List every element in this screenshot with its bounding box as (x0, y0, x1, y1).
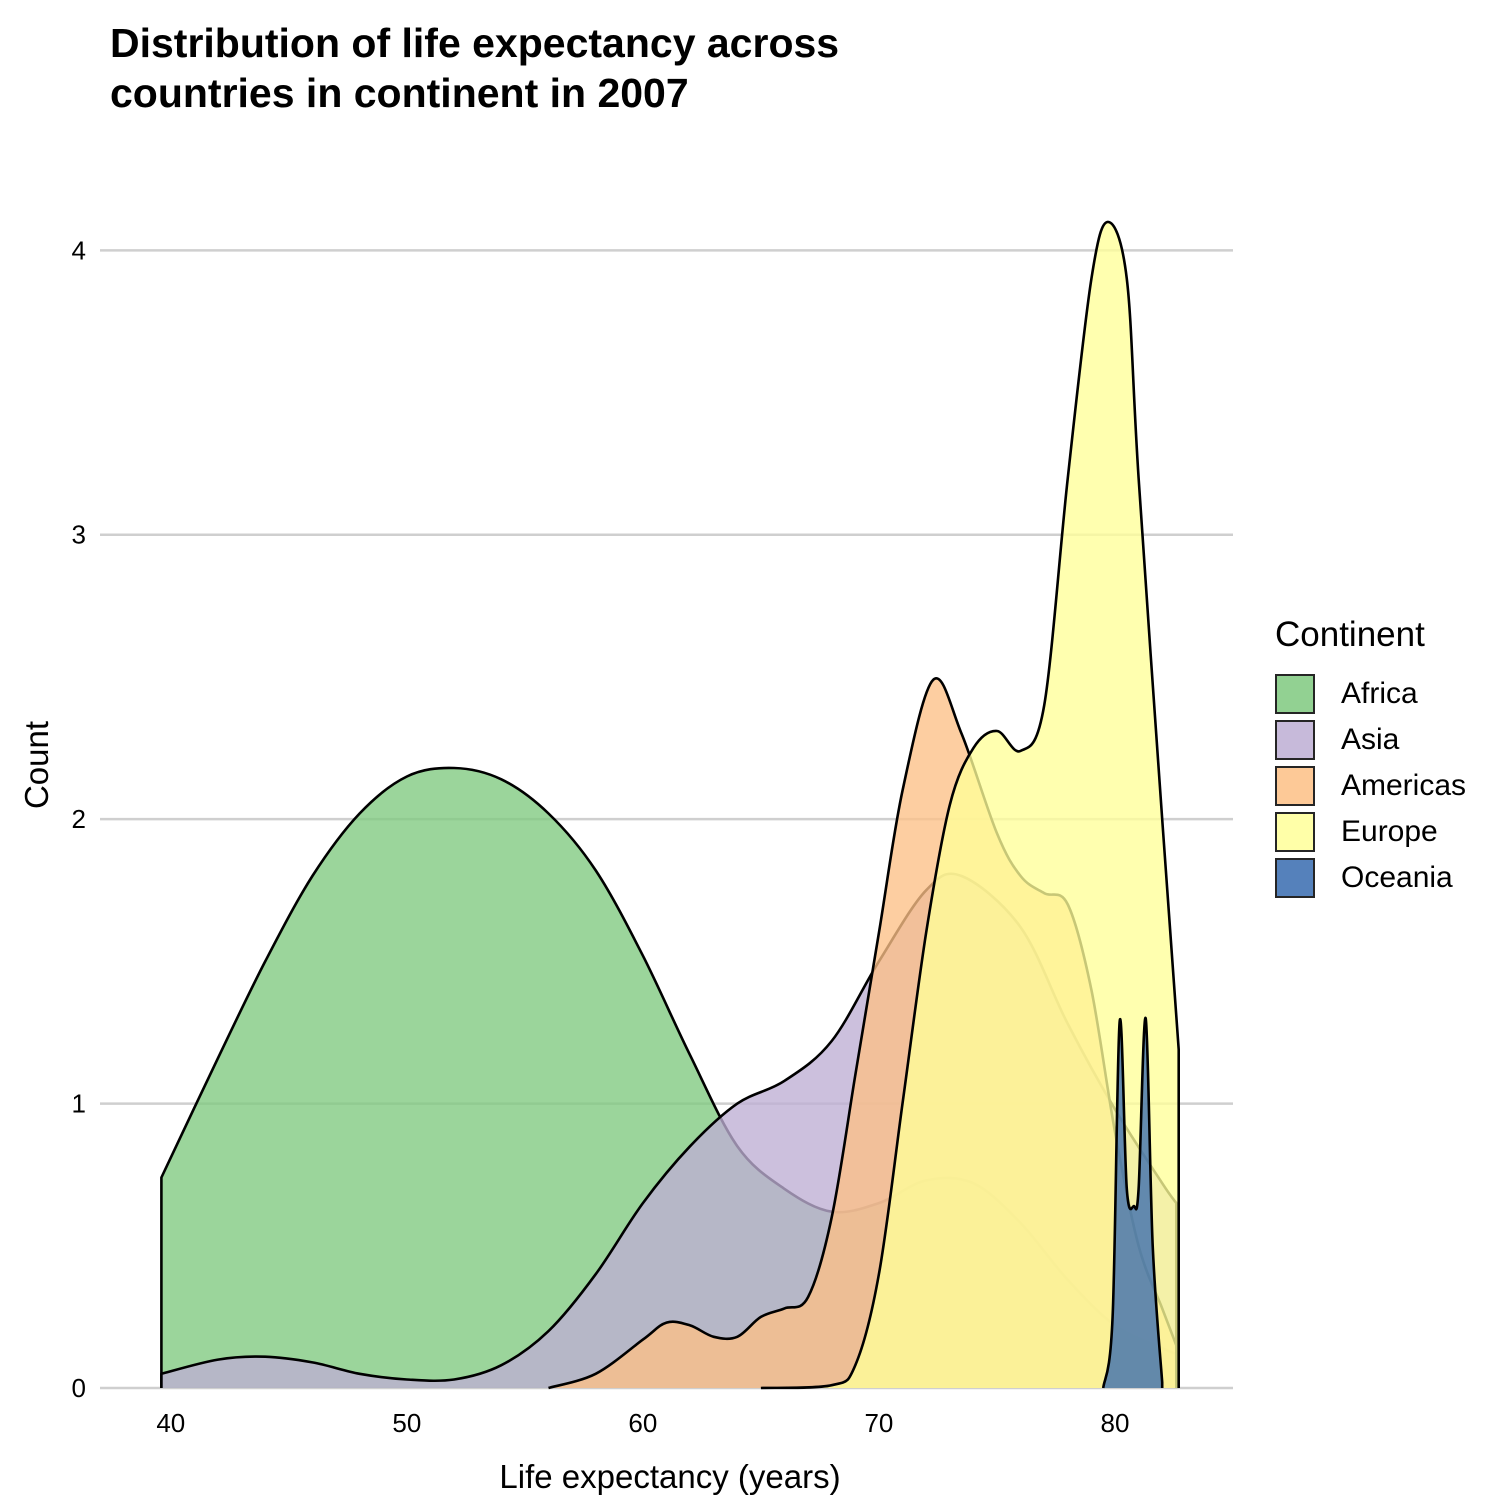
y-tick-label: 3 (72, 520, 86, 550)
legend-swatch-oceania (1275, 858, 1315, 898)
legend-swatch-africa (1275, 674, 1315, 714)
legend-label-oceania: Oceania (1341, 861, 1453, 894)
y-tick-label: 4 (72, 235, 86, 265)
legend-title: Continent (1275, 615, 1425, 654)
density-outline-oceania (1101, 1016, 1164, 1389)
x-tick-label: 50 (392, 1408, 421, 1438)
y-axis-title: Count (18, 721, 55, 809)
legend-label-europe: Europe (1341, 815, 1438, 848)
legend-swatch-europe (1275, 812, 1315, 852)
density-area-europe (760, 221, 1179, 1388)
legend: Continent Africa Asia Americas Europe Oceani… (1275, 615, 1466, 901)
legend-item-asia: Asia (1275, 717, 1466, 763)
density-areas (160, 220, 1180, 1390)
x-tick-label: 40 (156, 1408, 185, 1438)
y-tick-label: 2 (72, 804, 86, 834)
legend-label-africa: Africa (1341, 677, 1418, 710)
legend-items: Africa Asia Americas Europe Oceania (1275, 671, 1466, 901)
legend-item-americas: Americas (1275, 763, 1466, 809)
density-outline-europe (760, 220, 1180, 1390)
axis-ticks: 0 1 2 3 4 40 50 60 70 80 (72, 235, 1130, 1438)
x-tick-label: 60 (628, 1408, 657, 1438)
legend-swatch-americas (1275, 766, 1315, 806)
x-axis-title: Life expectancy (years) (499, 1458, 840, 1495)
y-tick-label: 1 (72, 1089, 86, 1119)
x-tick-label: 70 (864, 1408, 893, 1438)
legend-item-africa: Africa (1275, 671, 1466, 717)
x-tick-label: 80 (1101, 1408, 1130, 1438)
legend-label-asia: Asia (1341, 723, 1400, 756)
legend-item-oceania: Oceania (1275, 855, 1466, 901)
legend-label-americas: Americas (1341, 769, 1467, 802)
y-tick-label: 0 (72, 1373, 86, 1403)
chart-title: Distribution of life expectancy across c… (110, 20, 840, 117)
legend-swatch-asia (1275, 720, 1315, 760)
legend-item-europe: Europe (1275, 809, 1466, 855)
